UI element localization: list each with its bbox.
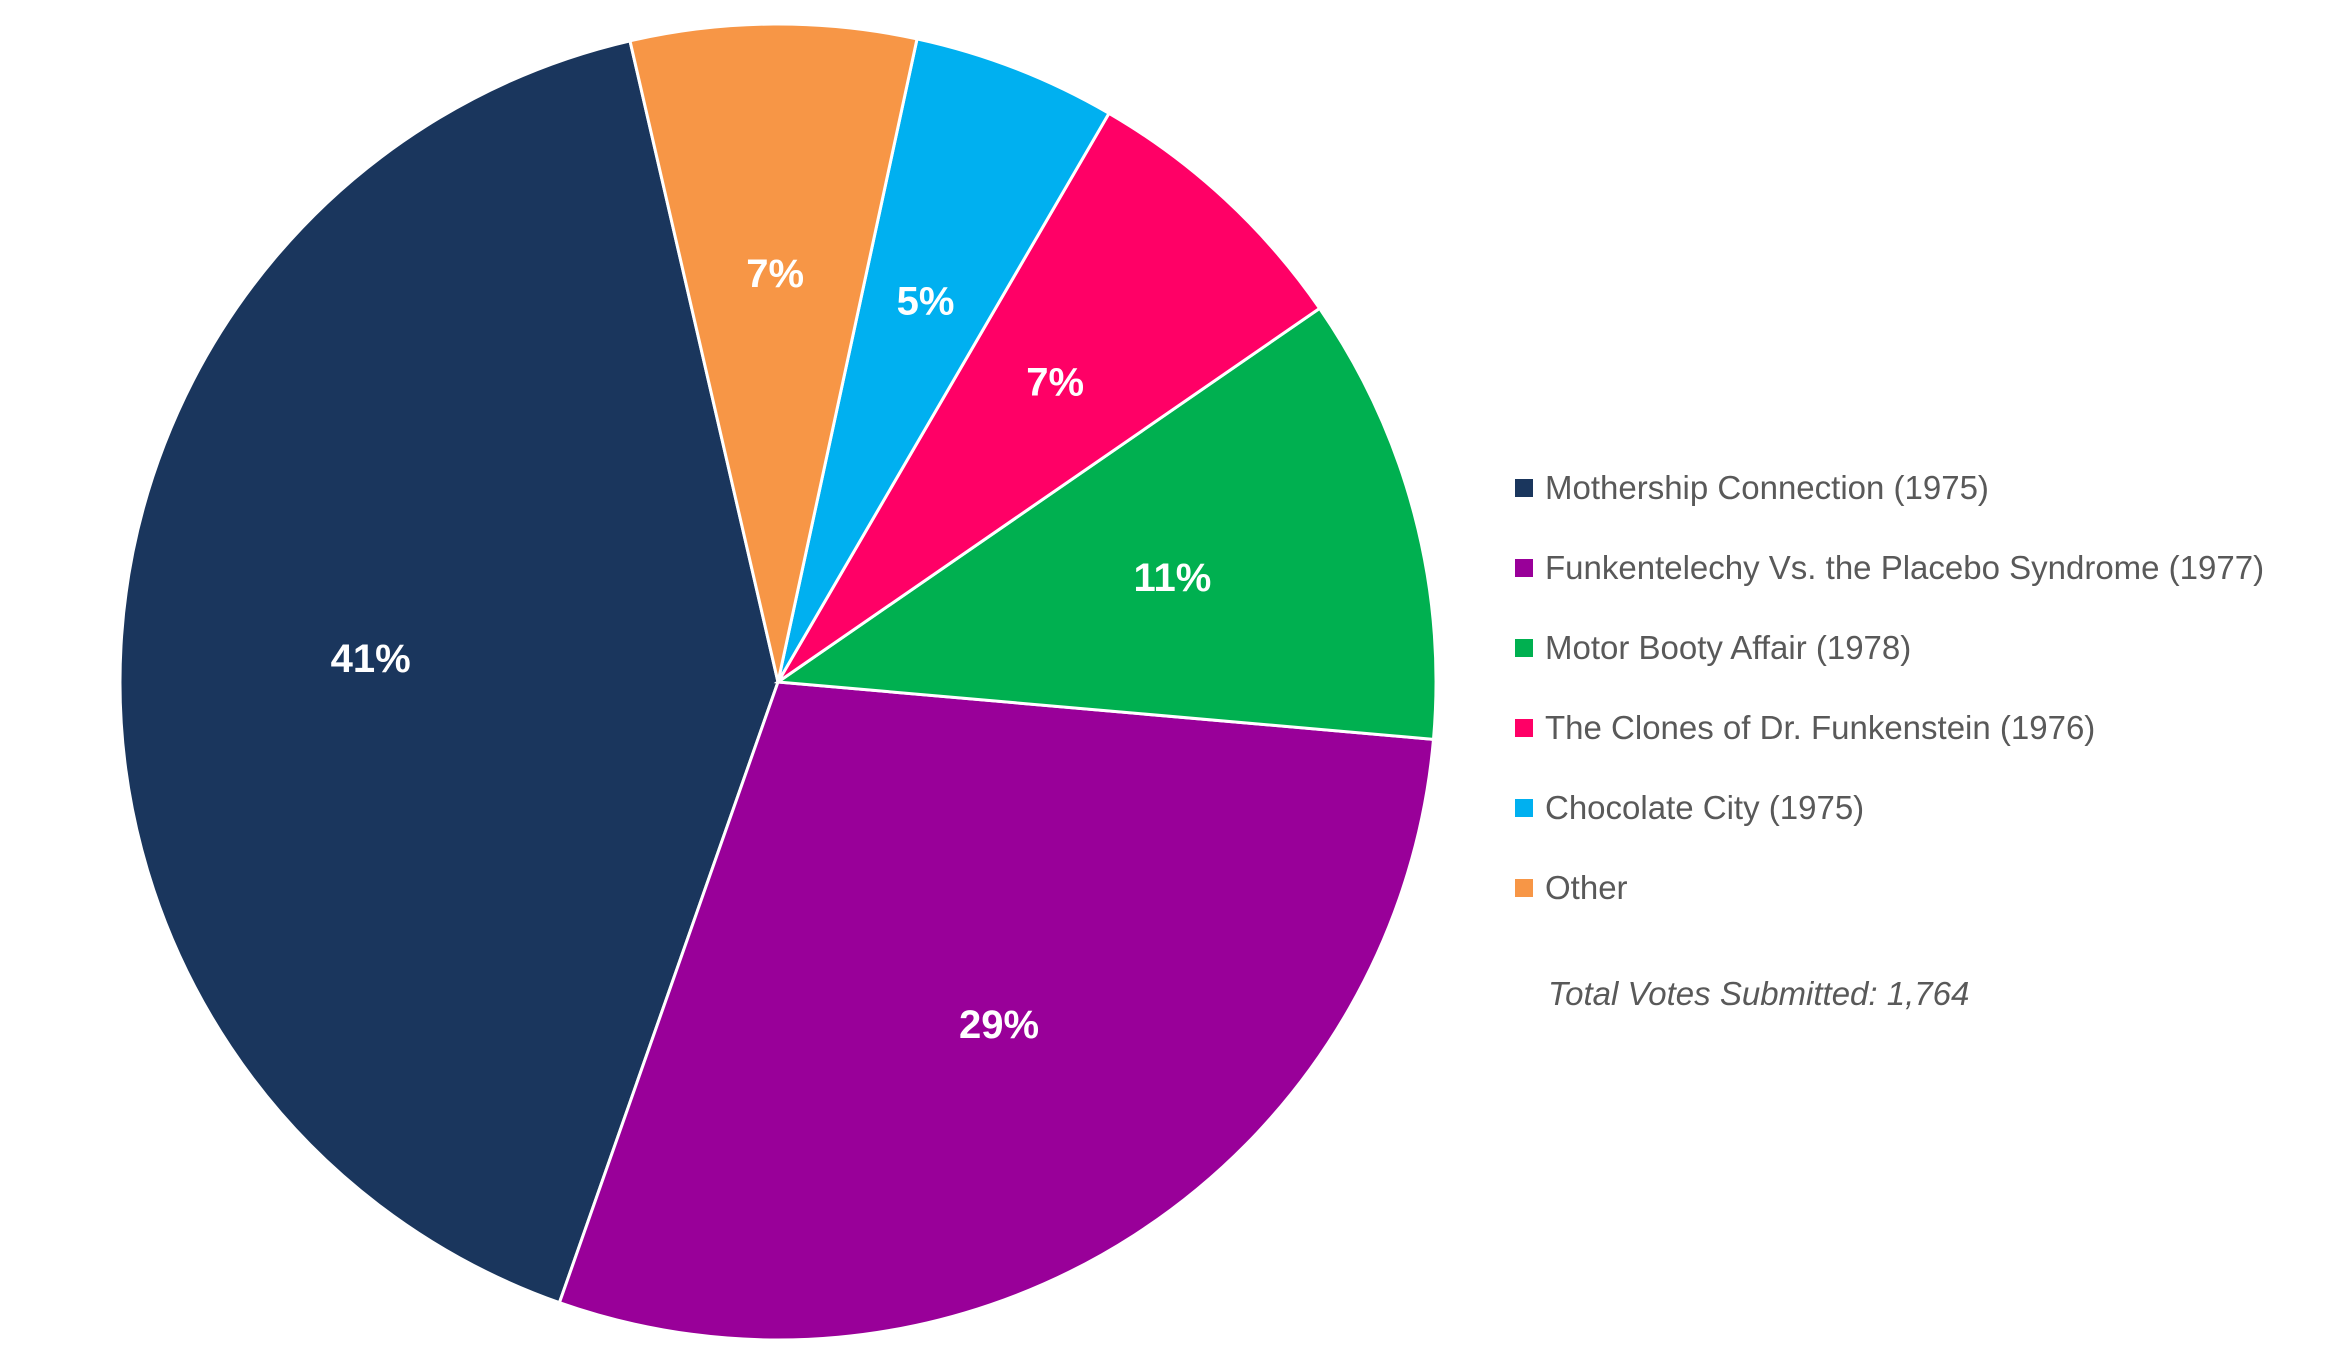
data-label-chocolate-city-1975: 5% xyxy=(897,280,955,324)
legend-label: Funkentelechy Vs. the Placebo Syndrome (… xyxy=(1545,549,2265,586)
data-label-the-clones-of-dr-funkenstein-1976: 7% xyxy=(1026,361,1084,405)
pie-slice-chocolate-city-1975 xyxy=(776,37,1112,683)
legend-swatch xyxy=(1515,719,1533,737)
legend-item-other: Other xyxy=(1515,848,2335,928)
data-label-mothership-connection-1975: 41% xyxy=(331,637,411,681)
pie-slice-funkentelechy-vs-the-placebo-syndrome-1977 xyxy=(557,680,1436,1342)
total-votes-annotation: Total Votes Submitted: 1,764 xyxy=(1548,975,1970,1012)
legend-item-chocolate-city-1975: Chocolate City (1975) xyxy=(1515,768,2335,848)
legend-swatch xyxy=(1515,559,1533,577)
legend-item-the-clones-of-dr-funkenstein-1976: The Clones of Dr. Funkenstein (1976) xyxy=(1515,688,2335,768)
legend-swatch xyxy=(1515,639,1533,657)
legend-item-mothership-connection-1975: Mothership Connection (1975) xyxy=(1515,448,2335,528)
legend-item-funkentelechy-vs-the-placebo-syndrome-1977: Funkentelechy Vs. the Placebo Syndrome (… xyxy=(1515,528,2335,608)
data-label-motor-booty-affair-1978: 11% xyxy=(1133,556,1211,600)
data-label-funkentelechy-vs-the-placebo-syndrome-1977: 29% xyxy=(959,1003,1039,1047)
legend-item-motor-booty-affair-1978: Motor Booty Affair (1978) xyxy=(1515,608,2335,688)
legend-label: Mothership Connection (1975) xyxy=(1545,469,1989,506)
legend-label: The Clones of Dr. Funkenstein (1976) xyxy=(1545,709,2096,746)
legend-label: Other xyxy=(1545,869,1628,906)
pie-slice-other xyxy=(628,22,919,683)
legend-label: Motor Booty Affair (1978) xyxy=(1545,629,1912,666)
legend-swatch xyxy=(1515,799,1533,817)
legend-swatch xyxy=(1515,479,1533,497)
legend-label: Chocolate City (1975) xyxy=(1545,789,1865,826)
pie-slice-the-clones-of-dr-funkenstein-1976 xyxy=(776,111,1322,684)
legend-swatch xyxy=(1515,879,1533,897)
chart-legend: Mothership Connection (1975) Funkentelech… xyxy=(1515,448,2335,928)
pie-slice-motor-booty-affair-1978 xyxy=(773,306,1438,741)
pie-slice-mothership-connection-1975 xyxy=(118,39,780,1305)
data-label-other: 7% xyxy=(746,252,804,296)
